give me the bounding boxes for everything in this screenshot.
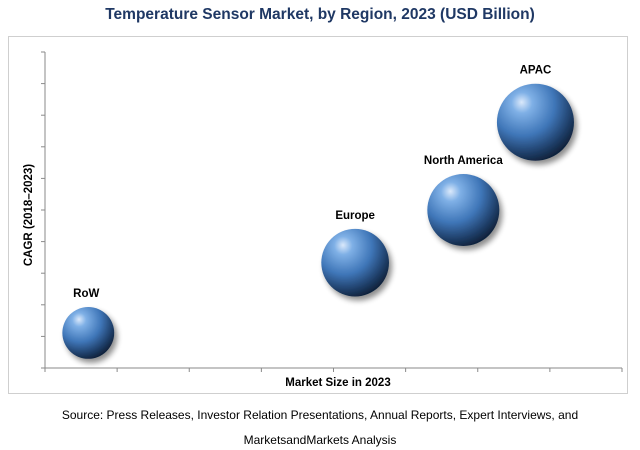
bubble-row xyxy=(62,306,115,359)
y-axis-label: CAGR (2018–2023) xyxy=(23,164,35,266)
chart-title: Temperature Sensor Market, by Region, 20… xyxy=(105,6,535,23)
y-axis-ticks xyxy=(41,51,45,369)
bubble-label: RoW xyxy=(73,288,99,300)
bubble-label: Europe xyxy=(335,210,375,222)
source-line-2: MarketsandMarkets Analysis xyxy=(243,433,397,447)
bubble-europe xyxy=(321,228,389,297)
source-line-1: Source: Press Releases, Investor Relatio… xyxy=(61,408,579,422)
bubble-apac xyxy=(496,83,574,161)
bubble-label: North America xyxy=(424,155,503,167)
bubble-north-america xyxy=(427,174,500,246)
bubbles-layer: RoW Europe North America APAC xyxy=(62,65,574,359)
x-axis-ticks xyxy=(44,368,623,372)
chart-frame xyxy=(8,36,628,394)
bubble-label: APAC xyxy=(520,65,552,77)
x-axis-label: Market Size in 2023 xyxy=(285,377,390,389)
